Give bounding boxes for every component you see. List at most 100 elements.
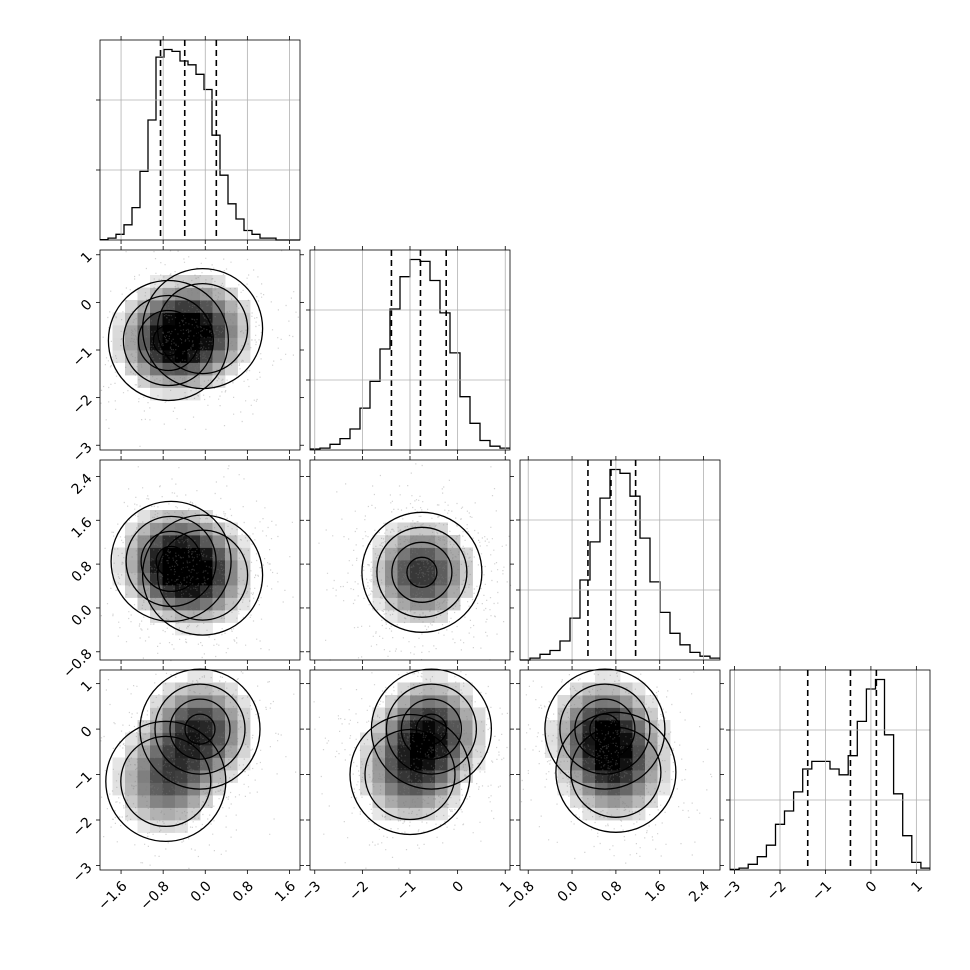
density-cell	[162, 745, 176, 758]
density-cell	[607, 795, 621, 808]
density-cell	[200, 547, 213, 561]
density-cell	[200, 757, 213, 771]
density-cell	[150, 782, 163, 796]
density-cell	[225, 572, 238, 586]
x-tick-label: 0.0	[555, 878, 582, 905]
x-tick-label: 0	[450, 878, 468, 896]
density-cell	[187, 770, 201, 783]
x-tick-label: −1	[394, 878, 420, 904]
density-cell	[582, 770, 596, 783]
density-cell	[125, 782, 138, 796]
density-cell	[422, 522, 436, 536]
density-cell	[112, 757, 126, 771]
density-cell	[372, 732, 386, 746]
density-cell	[620, 795, 633, 808]
density-cell	[162, 337, 176, 351]
density-cell	[225, 695, 238, 708]
density-cell	[225, 522, 238, 536]
density-cell	[162, 770, 176, 783]
histogram-step	[100, 48, 300, 241]
density-cell	[372, 597, 386, 611]
density-cell	[645, 695, 658, 708]
density-cell	[200, 325, 213, 338]
x-tick-label: −2	[346, 878, 372, 904]
density-cell	[175, 572, 188, 586]
panel-frame	[99, 669, 301, 871]
density-cell	[175, 300, 188, 313]
density-cell	[372, 757, 386, 771]
contour-line	[570, 726, 662, 818]
density-cell	[150, 300, 163, 313]
y-tick-label: 1	[78, 249, 96, 267]
density-cell	[187, 597, 201, 611]
density-cell	[125, 807, 138, 821]
density-cell	[410, 707, 423, 721]
density-cell	[397, 745, 411, 758]
density-cell	[150, 535, 163, 548]
density-cell	[385, 572, 398, 586]
density-cell	[410, 732, 423, 746]
density-cell	[582, 695, 596, 708]
density-cell	[237, 695, 251, 708]
density-cell	[237, 720, 251, 733]
contour-line	[105, 720, 227, 843]
density-cell	[187, 287, 201, 301]
density-cell	[447, 795, 461, 808]
frames-layer	[96, 36, 931, 874]
density-cell	[175, 820, 188, 833]
density-cell	[595, 745, 608, 758]
density-cell	[162, 375, 176, 388]
density-cell	[200, 745, 213, 758]
density-cell	[410, 560, 423, 573]
y-tick-label: −3	[70, 860, 96, 886]
density-cell	[422, 695, 436, 708]
density-cell	[200, 275, 213, 288]
density-cell	[607, 670, 621, 683]
density-cell	[422, 670, 436, 683]
x-tick-label: −3	[718, 878, 744, 904]
density-cell	[125, 547, 138, 561]
density-cell	[360, 732, 373, 746]
density-cell	[175, 807, 188, 821]
density-cell	[225, 300, 238, 313]
density-cell	[137, 795, 151, 808]
density-cell	[225, 707, 238, 721]
density-cell	[595, 757, 608, 771]
x-tick-label: 0.0	[188, 878, 215, 905]
density-cell	[632, 795, 646, 808]
density-cell	[372, 707, 386, 721]
density-cell	[422, 807, 436, 821]
density-cell	[422, 757, 436, 771]
density-cell	[112, 572, 126, 586]
density-cell	[212, 682, 226, 696]
density-cell	[385, 782, 398, 796]
density-cell	[607, 732, 621, 746]
density-cell	[435, 522, 448, 536]
density-cell	[137, 287, 151, 301]
density-cell	[200, 585, 213, 598]
density-cell	[237, 572, 251, 586]
density-cell	[632, 757, 646, 771]
density-cell	[472, 745, 486, 758]
density-cell	[175, 682, 188, 696]
density-cell	[435, 547, 448, 561]
density-cell	[212, 695, 226, 708]
density-cell	[632, 707, 646, 721]
density-cell	[557, 782, 571, 796]
density-cell	[200, 510, 213, 523]
density-cell	[422, 720, 436, 733]
density-cell	[620, 745, 633, 758]
density-cell	[595, 695, 608, 708]
density-cell	[460, 682, 473, 696]
density-cell	[200, 572, 213, 586]
density-cell	[125, 757, 138, 771]
density-cell	[607, 757, 621, 771]
density-cell	[150, 522, 163, 536]
density-cell	[200, 720, 213, 733]
density-cell	[385, 547, 398, 561]
density-cell	[372, 745, 386, 758]
density-cell	[187, 312, 201, 326]
density-cell	[125, 585, 138, 598]
density-cell	[212, 572, 226, 586]
density-cell	[175, 707, 188, 721]
